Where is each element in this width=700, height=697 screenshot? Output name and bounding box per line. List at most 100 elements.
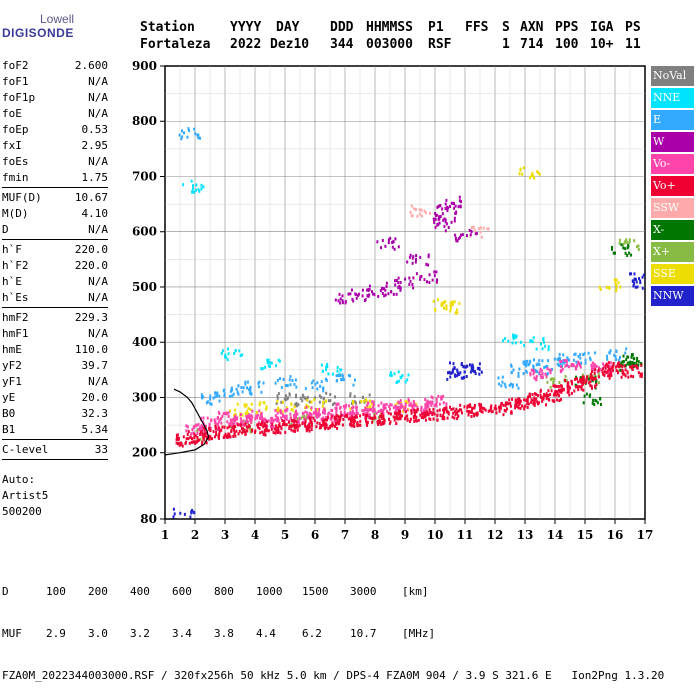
echo-mark-x-	[599, 397, 602, 400]
echo-mark-vo-	[377, 422, 379, 426]
echo-mark-vo-	[456, 417, 459, 421]
echo-mark-w	[385, 285, 388, 288]
header-value-9: 100	[555, 37, 579, 52]
echo-mark-vo-	[429, 400, 432, 404]
echo-mark-x-	[635, 361, 638, 365]
echo-mark-vo-	[310, 428, 313, 432]
echo-mark-vo-	[255, 414, 258, 418]
echo-mark-vo-	[283, 420, 286, 424]
echo-mark-vo-	[257, 425, 259, 429]
param-value: 220.0	[74, 259, 108, 272]
echo-mark-vo-	[630, 374, 632, 378]
echo-mark-vo-	[263, 422, 266, 426]
echo-mark-sse	[277, 409, 280, 412]
echo-mark-vo-	[217, 436, 220, 440]
echo-mark-x-	[636, 356, 639, 360]
echo-mark-noval	[299, 396, 302, 400]
echo-mark-w	[334, 298, 337, 302]
echo-mark-e	[584, 361, 587, 365]
echo-mark-e	[553, 357, 556, 361]
echo-mark-vo-	[351, 415, 354, 419]
echo-mark-vo-	[202, 420, 204, 424]
param-label: yF2	[2, 359, 22, 372]
echo-mark-vo-	[592, 378, 595, 381]
echo-mark-vo-	[305, 427, 308, 431]
echo-mark-e	[322, 389, 325, 393]
echo-mark-vo-	[445, 406, 448, 410]
echo-mark-e	[197, 133, 200, 137]
echo-mark-vo-	[500, 402, 503, 406]
echo-mark-x-	[592, 398, 595, 402]
echo-mark-w	[454, 233, 457, 237]
echo-mark-e	[609, 349, 612, 353]
echo-mark-vo-	[319, 424, 322, 428]
echo-mark-vo-	[288, 426, 291, 430]
param-value: N/A	[88, 223, 108, 236]
echo-mark-w	[397, 281, 400, 284]
echo-mark-e	[558, 356, 561, 360]
echo-mark-e	[218, 399, 221, 403]
echo-mark-e	[246, 386, 248, 390]
echo-mark-vo-	[540, 369, 543, 373]
echo-mark-vo-	[187, 437, 190, 441]
echo-mark-vo-	[404, 410, 407, 414]
echo-mark-vo-	[460, 408, 463, 412]
echo-mark-e	[528, 361, 531, 365]
echo-mark-x-	[546, 380, 549, 384]
echo-mark-w	[428, 281, 431, 284]
echo-mark-vo-	[552, 399, 555, 403]
echo-mark-vo-	[244, 422, 247, 426]
echo-mark-vo-	[601, 371, 604, 375]
echo-mark-vo-	[240, 420, 243, 424]
echo-mark-nne	[200, 183, 203, 187]
param-value: N/A	[88, 75, 108, 88]
echo-mark-vo-	[260, 412, 263, 416]
echo-mark-sse	[615, 289, 618, 293]
echo-mark-vo-	[221, 414, 224, 418]
echo-mark-vo-	[469, 410, 472, 414]
echo-mark-w	[439, 204, 442, 207]
echo-mark-x-	[196, 429, 199, 433]
echo-mark-ssw	[470, 226, 473, 229]
echo-mark-sse	[322, 401, 324, 404]
echo-mark-vo-	[607, 367, 610, 371]
bottom-info: D 100 200 400 600 800 1000 1500 3000 [km] MUF 2.9 3…	[2, 557, 664, 697]
echo-mark-w	[366, 294, 369, 298]
echo-mark-vo-	[480, 410, 483, 413]
legend-item-ssw: SSW	[651, 198, 694, 218]
echo-mark-vo-	[185, 424, 188, 428]
echo-mark-nne	[320, 363, 323, 367]
echo-mark-vo-	[433, 412, 436, 416]
echo-mark-e	[280, 386, 283, 389]
echo-mark-w	[351, 297, 354, 301]
echo-mark-nne	[547, 348, 550, 352]
echo-mark-vo-	[250, 413, 253, 417]
echo-mark-vo-	[428, 408, 431, 412]
echo-mark-sse	[258, 403, 261, 407]
echo-mark-w	[408, 255, 411, 259]
echo-mark-noval	[331, 403, 334, 407]
echo-mark-vo-	[422, 408, 425, 412]
header-label-7: S	[502, 20, 510, 35]
param-row: hmE 110.0	[2, 342, 108, 358]
echo-mark-nne	[226, 347, 229, 351]
echo-mark-vo-	[209, 435, 212, 439]
echo-mark-w	[355, 296, 358, 300]
header-value-8: 714	[520, 37, 544, 52]
echo-mark-e	[223, 392, 226, 396]
echo-mark-vo-	[624, 368, 627, 372]
echo-mark-e	[522, 360, 525, 364]
echo-mark-vo-	[394, 416, 397, 420]
echo-mark-sse	[307, 405, 310, 409]
echo-mark-ssw	[469, 234, 472, 238]
echo-mark-vo-	[420, 408, 423, 412]
echo-mark-x-	[582, 401, 585, 405]
param-label: B1	[2, 423, 16, 436]
echo-mark-vo-	[270, 421, 272, 425]
echo-mark-ssw	[480, 235, 483, 239]
echo-mark-vo-	[205, 441, 208, 445]
echo-mark-vo-	[353, 412, 356, 416]
echo-mark-x-	[633, 361, 635, 365]
bottom-row-value: 400	[130, 585, 150, 598]
echo-mark-vo-	[412, 415, 415, 419]
